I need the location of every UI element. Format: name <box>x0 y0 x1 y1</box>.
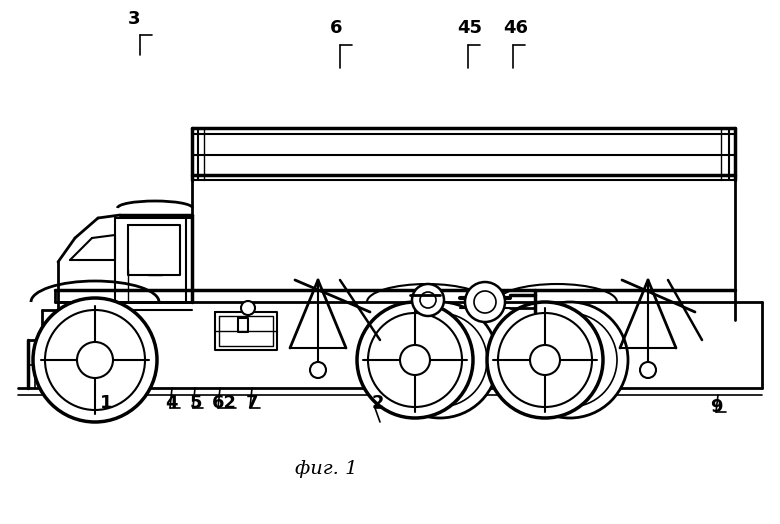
Circle shape <box>77 342 113 378</box>
Circle shape <box>310 362 326 378</box>
Circle shape <box>412 284 444 316</box>
Text: 3: 3 <box>128 10 140 28</box>
Text: 6: 6 <box>330 19 342 37</box>
Polygon shape <box>128 225 180 275</box>
Text: фиг. 1: фиг. 1 <box>295 460 357 478</box>
Circle shape <box>33 298 157 422</box>
Circle shape <box>512 302 628 418</box>
Text: 46: 46 <box>503 19 528 37</box>
Text: 45: 45 <box>457 19 482 37</box>
Circle shape <box>241 301 255 315</box>
Text: 2: 2 <box>372 394 385 412</box>
Text: 5: 5 <box>190 394 203 412</box>
Text: 7: 7 <box>246 394 258 412</box>
Circle shape <box>530 345 560 375</box>
Circle shape <box>465 282 505 322</box>
Polygon shape <box>215 312 277 350</box>
Circle shape <box>357 302 473 418</box>
Circle shape <box>487 302 603 418</box>
Circle shape <box>640 362 656 378</box>
Text: 62: 62 <box>212 394 237 412</box>
Circle shape <box>400 345 430 375</box>
Text: 1: 1 <box>100 394 112 412</box>
Polygon shape <box>238 318 248 332</box>
Circle shape <box>382 302 498 418</box>
Text: 9: 9 <box>710 398 722 416</box>
Text: 4: 4 <box>165 394 178 412</box>
